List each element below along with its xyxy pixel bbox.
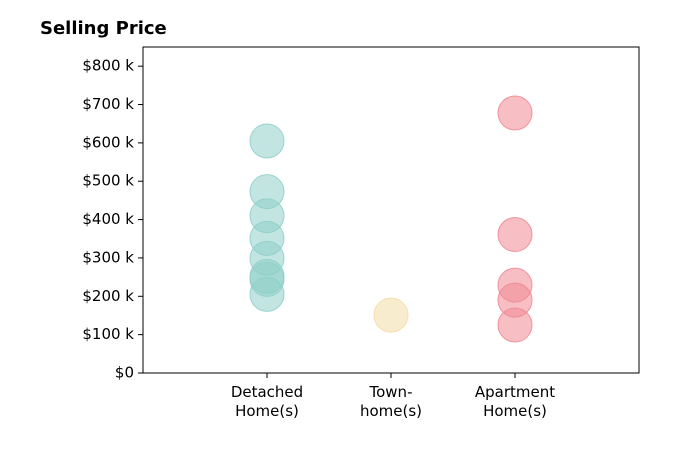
x-tick-label: Detached Home(s)	[231, 383, 303, 420]
x-tick-label: Town-home(s)	[360, 383, 422, 420]
y-tick-label: $300 k	[82, 248, 134, 266]
x-tick-label: Apartment Home(s)	[475, 383, 555, 420]
y-tick-label: $500 k	[82, 172, 134, 190]
point	[497, 217, 533, 253]
y-tick-label: $700 k	[82, 95, 134, 113]
y-tick-label: $200 k	[82, 287, 134, 305]
y-tick-label: $0	[115, 364, 134, 382]
point	[249, 276, 285, 312]
point	[497, 95, 533, 131]
y-tick-label: $600 k	[82, 133, 134, 151]
y-tick-label: $100 k	[82, 325, 134, 343]
y-tick-label: $400 k	[82, 210, 134, 228]
point	[497, 307, 533, 343]
chart-title: Selling Price	[40, 18, 167, 39]
point	[249, 123, 285, 159]
y-tick-label: $800 k	[82, 57, 134, 75]
point	[373, 297, 409, 333]
